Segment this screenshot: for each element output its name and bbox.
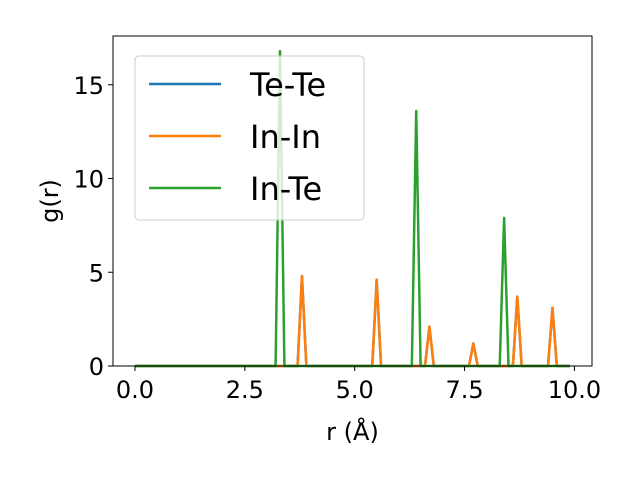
series-line-te-te bbox=[134, 274, 571, 368]
legend-label: Te-Te bbox=[249, 66, 326, 104]
y-tick-label: 5 bbox=[89, 259, 104, 287]
series-line-in-in bbox=[134, 274, 571, 368]
x-tick-label: 10.0 bbox=[548, 376, 601, 404]
legend: Te-Te In-In In-Te bbox=[134, 55, 365, 221]
y-tick-label: 15 bbox=[73, 72, 104, 100]
legend-label: In-Te bbox=[250, 170, 322, 208]
y-axis: 0 5 10 15 bbox=[73, 72, 113, 381]
x-tick-label: 2.5 bbox=[226, 376, 264, 404]
legend-label: In-In bbox=[250, 118, 321, 156]
y-axis-label: g(r) bbox=[36, 179, 64, 223]
x-tick-label: 5.0 bbox=[336, 376, 374, 404]
x-axis: 0.0 2.5 5.0 7.5 10.0 bbox=[116, 366, 601, 404]
legend-box bbox=[134, 55, 365, 221]
x-tick-label: 0.0 bbox=[116, 376, 154, 404]
plot-frame bbox=[112, 35, 593, 367]
y-tick-label: 0 bbox=[89, 353, 104, 381]
y-tick-label: 10 bbox=[73, 166, 104, 194]
x-tick-label: 7.5 bbox=[445, 376, 483, 404]
x-axis-label: r (Å) bbox=[326, 417, 379, 446]
